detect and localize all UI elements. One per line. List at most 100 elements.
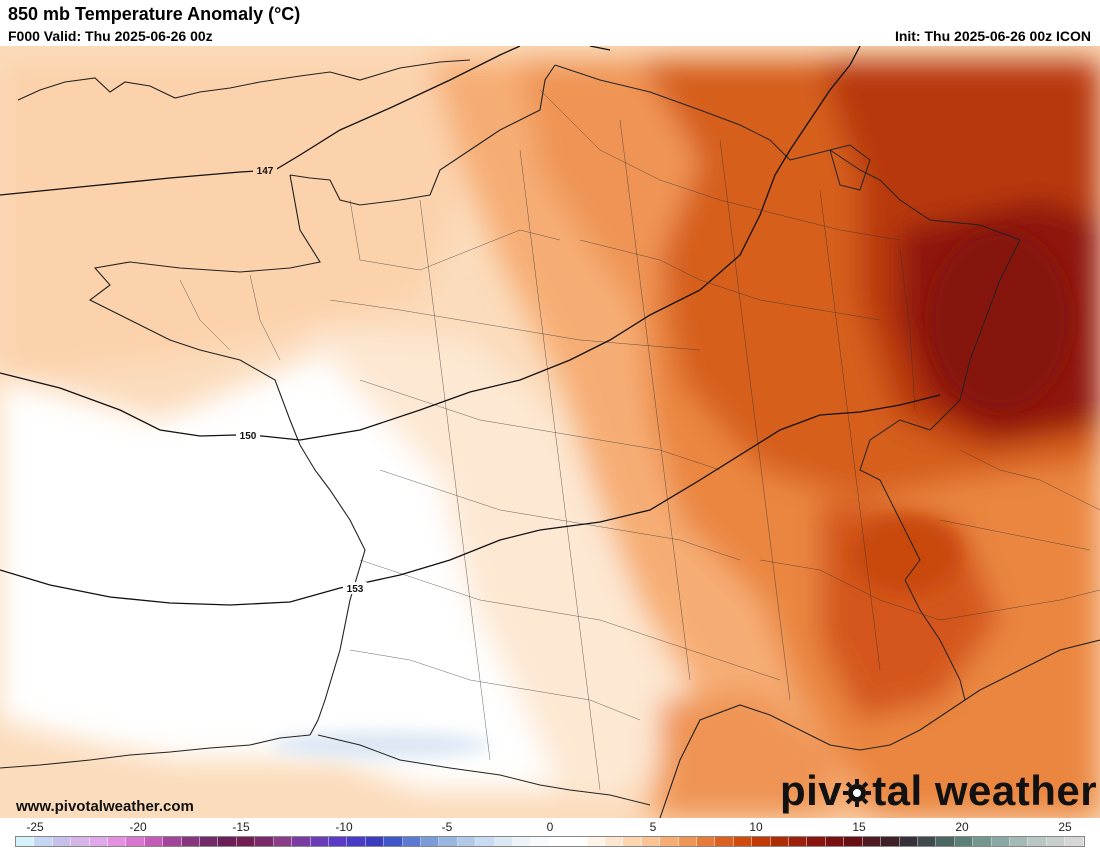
colorbar-swatch	[733, 837, 753, 846]
coast-channel	[289, 64, 556, 206]
colorbar-scale	[15, 836, 1085, 847]
colorbar-tick-label: 10	[749, 820, 763, 834]
colorbar-tick-label: -25	[26, 820, 44, 834]
shade-pale-centre	[300, 330, 690, 790]
colorbar-swatch	[1028, 837, 1047, 846]
colorbar-tick-label: -5	[441, 820, 453, 834]
colorbar-tick-label: -15	[232, 820, 250, 834]
colorbar-swatch	[605, 837, 624, 846]
colorbar-swatch	[549, 837, 569, 846]
colorbar-swatch	[52, 837, 72, 846]
border-italy	[904, 579, 966, 701]
country-borders	[317, 64, 1021, 806]
map-header: 850 mb Temperature Anomaly (°C) F000 Val…	[0, 0, 1100, 46]
colorbar-swatch	[991, 837, 1010, 846]
colorbar-ticks: -25 -20 -15 -10 -5 0 5 10 15 20 25	[0, 820, 1100, 834]
colorbar-swatch	[218, 837, 237, 846]
coast-mediterranean	[659, 639, 1100, 818]
colorbar-swatch	[144, 837, 164, 846]
coast-spain-north	[0, 734, 311, 769]
colorbar-swatch	[531, 837, 550, 846]
colorbar-swatch	[807, 837, 826, 846]
border-switzerland	[859, 419, 931, 581]
contour-label-147: 147	[257, 166, 274, 177]
colorbar-tick-label: 5	[649, 820, 657, 834]
colorbar-swatch	[457, 837, 477, 846]
colorbar-swatch	[936, 837, 955, 846]
colorbar-swatch	[310, 837, 329, 846]
contour-label-150: 150	[240, 431, 257, 442]
colorbar-swatch	[770, 837, 790, 846]
colorbar-tick-label: -10	[335, 820, 353, 834]
shade-warm-patch	[850, 515, 960, 595]
coast-biscay	[299, 444, 366, 736]
contour-147-line	[0, 46, 521, 196]
colorbar-swatch	[623, 837, 642, 846]
colorbar-swatch	[347, 837, 366, 846]
init-time: Init: Thu 2025-06-26 00z ICON	[894, 28, 1091, 44]
shade-cool-patch	[270, 731, 490, 759]
contour-147-line-b	[589, 46, 611, 51]
colorbar-swatch	[255, 837, 274, 846]
colorbar-tick-label: 0	[546, 820, 554, 834]
colorbar-swatch	[862, 837, 882, 846]
colorbar-swatch	[402, 837, 421, 846]
colorbar-swatch	[697, 837, 716, 846]
colorbar-swatch	[384, 837, 403, 846]
colorbar-swatch	[512, 837, 532, 846]
colorbar-swatch	[641, 837, 661, 846]
colorbar-swatch	[917, 837, 937, 846]
colorbar-swatch	[126, 837, 145, 846]
contour-150-line	[0, 46, 861, 441]
logo-text-start: piv	[780, 767, 843, 814]
colorbar-swatch	[292, 837, 311, 846]
coast-uk-south	[17, 59, 471, 101]
colorbar-swatch	[789, 837, 808, 846]
colorbar: -25 -20 -15 -10 -5 0 5 10 15 20 25	[0, 818, 1100, 850]
colorbar-swatch	[365, 837, 385, 846]
colorbar-swatch	[1065, 837, 1084, 846]
temperature-anomaly-map[interactable]: 147 150 153	[0, 46, 1100, 818]
shade-white-southwest	[0, 350, 660, 790]
colorbar-tick-label: 20	[955, 820, 969, 834]
colorbar-swatch	[881, 837, 900, 846]
map-title: 850 mb Temperature Anomaly (°C)	[8, 4, 301, 24]
coast-brittany	[88, 174, 321, 446]
colorbar-tick-label: 25	[1058, 820, 1072, 834]
colorbar-swatch	[476, 837, 495, 846]
contour-153-line	[0, 394, 941, 606]
border-belgium	[554, 64, 791, 161]
website-url: www.pivotalweather.com	[16, 798, 194, 815]
valid-time: F000 Valid: Thu 2025-06-26 00z	[8, 28, 213, 44]
colorbar-swatch	[568, 837, 587, 846]
sun-gear-icon	[843, 779, 872, 807]
border-rhine	[929, 239, 1021, 431]
colorbar-swatch	[16, 837, 35, 846]
contour-labels: 147 150 153	[236, 164, 367, 595]
colorbar-swatch	[34, 837, 53, 846]
border-germany	[789, 149, 1021, 241]
anomaly-shading	[0, 46, 1100, 818]
colorbar-swatch	[844, 837, 863, 846]
colorbar-swatch	[660, 837, 679, 846]
shade-light-west	[0, 60, 470, 380]
colorbar-swatch	[236, 837, 256, 846]
colorbar-swatch	[715, 837, 734, 846]
shade-south-coast	[660, 690, 840, 818]
department-borders	[179, 89, 1100, 791]
colorbar-swatch	[163, 837, 182, 846]
colorbar-swatch	[439, 837, 458, 846]
colorbar-tick-label: -20	[129, 820, 147, 834]
colorbar-swatch	[752, 837, 771, 846]
colorbar-swatch	[273, 837, 293, 846]
colorbar-swatch	[1046, 837, 1066, 846]
colorbar-swatch	[678, 837, 698, 846]
height-contours	[0, 46, 941, 606]
colorbar-swatch	[200, 837, 219, 846]
colorbar-swatch	[71, 837, 90, 846]
colorbar-swatch	[420, 837, 440, 846]
colorbar-tick-label: 15	[852, 820, 866, 834]
colorbar-swatch	[899, 837, 918, 846]
logo-text-end: tal weather	[872, 767, 1098, 814]
colorbar-swatch	[973, 837, 992, 846]
